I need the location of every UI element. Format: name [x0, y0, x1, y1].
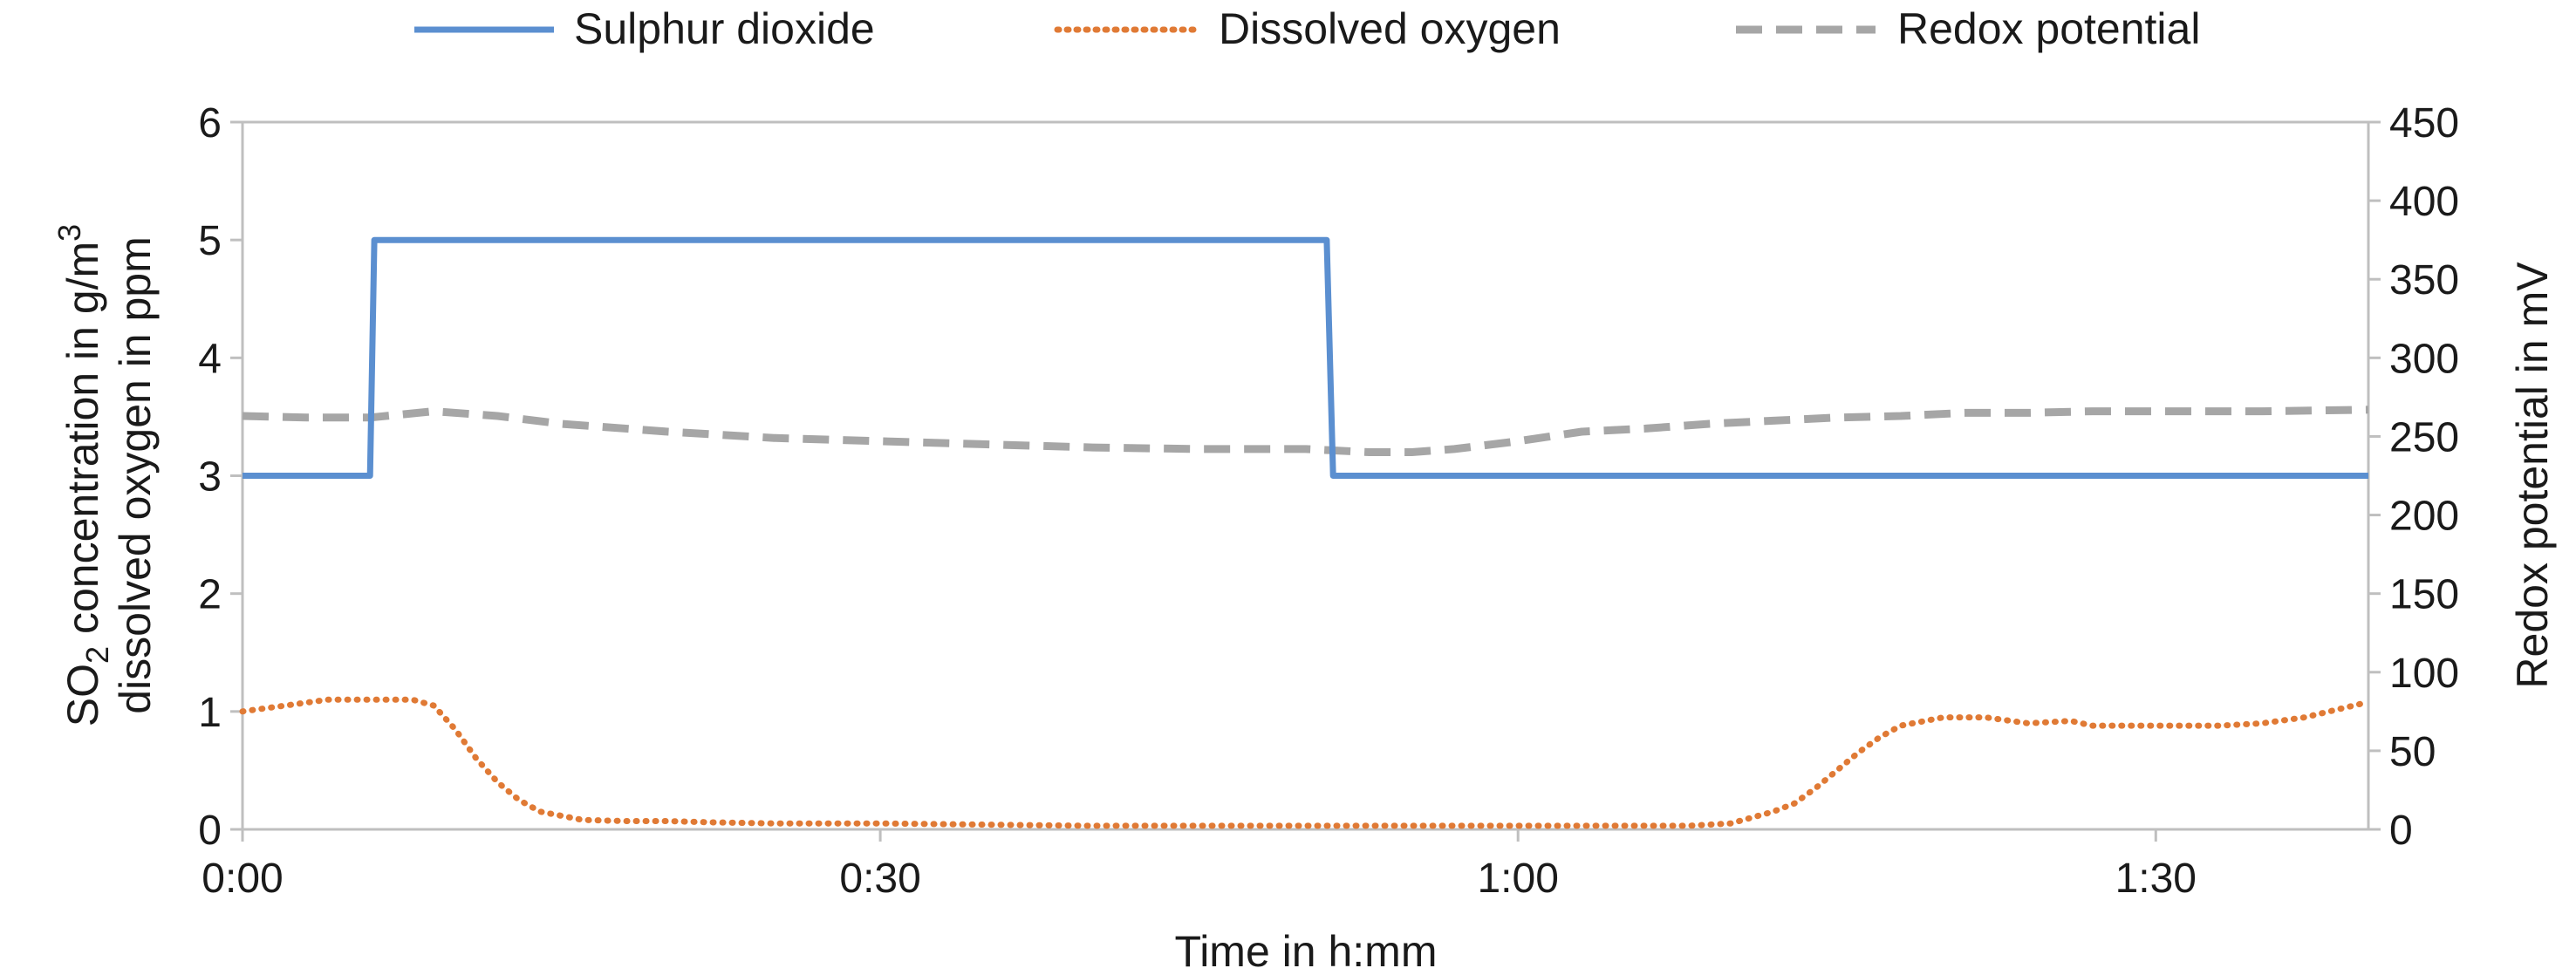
y-right-tick-label: 50 [2389, 729, 2436, 775]
y-left-tick-label: 3 [198, 454, 222, 501]
legend-item-redox-potential: Redox potential [1736, 4, 2200, 53]
y-right-tick-label: 300 [2389, 336, 2459, 382]
x-axis-title: Time in h:mm [1175, 927, 1438, 975]
legend: Sulphur dioxide Dissolved oxygen Redox p… [414, 4, 2200, 53]
y-left-tick-label: 6 [198, 100, 222, 147]
y-right-tick-label: 0 [2389, 808, 2413, 854]
series-layer [239, 236, 2372, 829]
y-axis-right-title: Redox potential in mV [2508, 262, 2557, 689]
series-line-dissolved-oxygen [239, 696, 2372, 829]
y-axis-left-title-middle: concentration in g/m [58, 242, 107, 646]
x-axis: 0:00 0:30 1:00 1:30 [202, 829, 2197, 902]
legend-label-sulphur-dioxide: Sulphur dioxide [574, 4, 875, 53]
legend-label-redox-potential: Redox potential [1897, 4, 2200, 53]
y-right-tick-label: 200 [2389, 494, 2459, 540]
series-line-sulphur-dioxide [243, 236, 2368, 479]
y-left-tick-label: 0 [198, 808, 222, 854]
y-axis-right: 0 50 100 150 200 250 300 350 400 450 [2368, 100, 2459, 854]
legend-item-dissolved-oxygen: Dissolved oxygen [1054, 4, 1561, 53]
y-axis-left-title-line1: SO2 concentration in g/m3 [51, 224, 115, 726]
y-axis-left-title-line2: dissolved oxygen in ppm [111, 236, 160, 714]
y-axis-left-title-so: SO [58, 664, 107, 726]
legend-label-dissolved-oxygen: Dissolved oxygen [1219, 4, 1561, 53]
legend-item-sulphur-dioxide: Sulphur dioxide [414, 4, 875, 53]
y-axis-left-title-superscript: 3 [51, 224, 87, 242]
x-tick-label: 0:30 [839, 856, 920, 902]
y-right-tick-label: 150 [2389, 572, 2459, 618]
y-right-tick-label: 250 [2389, 414, 2459, 460]
x-tick-label: 1:30 [2115, 856, 2197, 902]
y-left-tick-label: 2 [198, 572, 222, 618]
y-right-tick-label: 450 [2389, 100, 2459, 147]
x-tick-label: 0:00 [202, 856, 283, 902]
series-line-redox-potential [242, 406, 2369, 456]
y-left-tick-label: 5 [198, 218, 222, 264]
y-left-tick-label: 4 [198, 336, 222, 382]
x-tick-label: 1:00 [1477, 856, 1558, 902]
y-right-tick-label: 350 [2389, 257, 2459, 303]
y-right-tick-label: 100 [2389, 651, 2459, 697]
y-axis-left: 0 1 2 3 4 5 6 [198, 100, 243, 854]
y-left-tick-label: 1 [198, 690, 222, 736]
y-right-tick-label: 400 [2389, 179, 2459, 225]
y-axis-left-title-subscript: 2 [79, 646, 115, 664]
